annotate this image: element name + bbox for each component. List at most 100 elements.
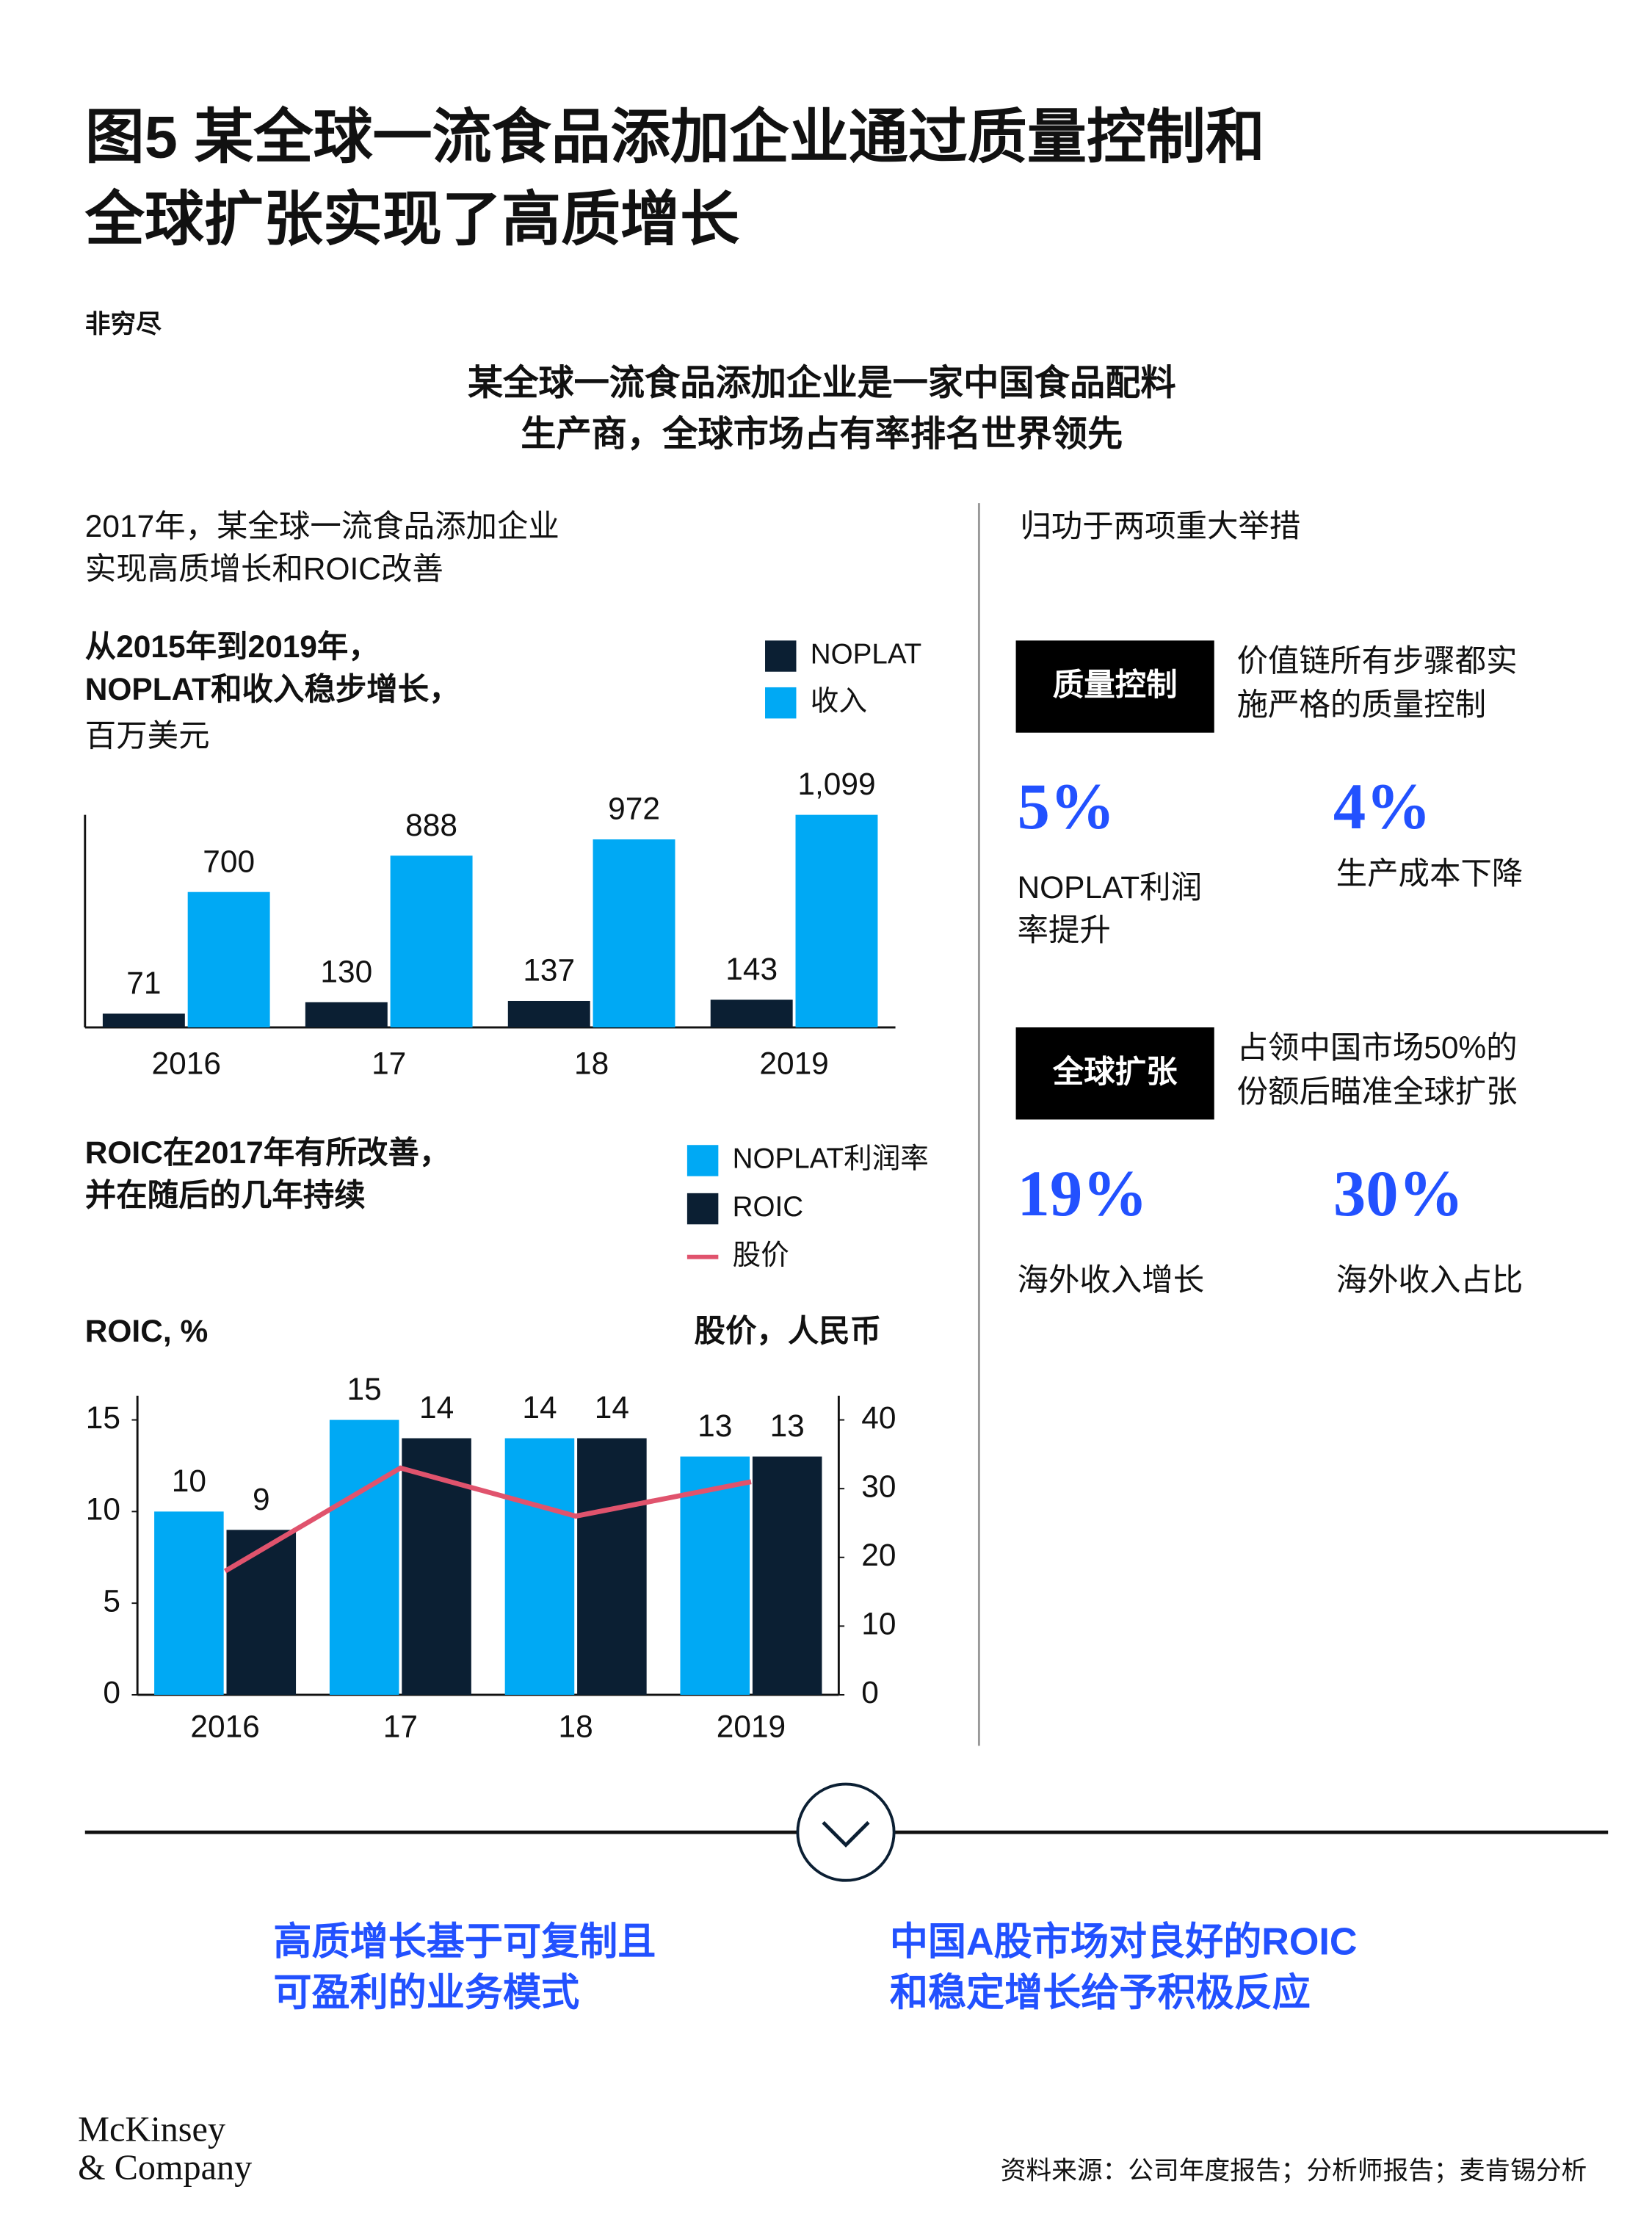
y2-tick-label: 30: [861, 1469, 896, 1503]
data-label: 13: [698, 1408, 732, 1443]
bar: [680, 1456, 750, 1695]
data-label: 14: [595, 1390, 629, 1425]
conclusion: 中国A股市场对良好的ROIC: [890, 1920, 1358, 1963]
stat-value: 30%: [1333, 1158, 1464, 1230]
data-label: 15: [347, 1372, 382, 1406]
bar: [102, 1013, 185, 1028]
data-label: 14: [419, 1390, 454, 1425]
x-tick-label: 18: [559, 1709, 593, 1743]
legend-swatch: [686, 1193, 719, 1225]
headline: 某全球一流食品添加企业是一家中国食品配料: [468, 363, 1176, 403]
data-label: 9: [253, 1482, 270, 1516]
y-axis-label: ROIC, %: [85, 1314, 208, 1348]
data-label: 14: [522, 1390, 557, 1425]
tag: 全球扩张: [1052, 1055, 1178, 1089]
tag-box: [1015, 640, 1214, 733]
line: [223, 1465, 752, 1574]
bar: [329, 1419, 399, 1695]
chart-title: 并在随后的几年持续: [85, 1178, 366, 1212]
legend-label: NOPLAT利润率: [733, 1143, 929, 1175]
legend-swatch: [765, 687, 797, 719]
chart-title: NOPLAT和收入稳步增长，: [85, 672, 460, 706]
stat-label: 海外收入占比: [1336, 1263, 1524, 1298]
conclusion: 和稳定增长给予积极反应: [890, 1972, 1311, 2014]
x-tick-label: 2019: [717, 1709, 786, 1743]
data-label: 700: [203, 844, 255, 878]
tag-desc: 价值链所有步骤都实: [1237, 643, 1518, 678]
data-label: 888: [405, 808, 457, 842]
source: 资料来源：公司年度报告；分析师报告；麦肯锡分析: [1001, 2156, 1587, 2185]
x-tick-label: 17: [383, 1709, 418, 1743]
stat-label: 率提升: [1018, 913, 1111, 947]
note: 非穷尽: [85, 310, 162, 339]
bar: [305, 1002, 388, 1028]
tag: 质量控制: [1053, 668, 1178, 702]
bar: [154, 1511, 224, 1695]
y2-axis-label: 股价，人民币: [695, 1314, 882, 1348]
y-tick-label: 0: [103, 1675, 120, 1710]
right-heading: 归功于两项重大举措: [1020, 509, 1300, 543]
stat-label: 生产成本下降: [1336, 856, 1524, 891]
bar: [402, 1438, 471, 1695]
y-tick-label: 5: [103, 1583, 120, 1618]
y-tick-label: 15: [86, 1400, 120, 1435]
legend-swatch: [686, 1145, 719, 1176]
data-label: 972: [608, 792, 660, 826]
intro: 2017年，某全球一流食品添加企业: [85, 509, 559, 543]
stat-label: 海外收入增长: [1018, 1263, 1205, 1298]
bar: [226, 1530, 297, 1695]
x-tick-label: 18: [574, 1046, 609, 1080]
headline: 生产商，全球市场占有率排名世界领先: [521, 414, 1123, 454]
data-label: 71: [126, 966, 161, 1000]
tag-desc: 份额后瞄准全球扩张: [1237, 1074, 1518, 1109]
chart-title: 从2015年到2019年，: [85, 629, 380, 664]
logo: McKinsey: [78, 2110, 225, 2149]
logo: & Company: [78, 2148, 252, 2187]
y-tick-label: 10: [86, 1492, 120, 1527]
y2-tick-label: 40: [861, 1400, 896, 1435]
chevron-circle: [796, 1782, 896, 1882]
conclusion: 高质增长基于可复制且: [273, 1920, 656, 1963]
chart-subtitle: 百万美元: [85, 719, 210, 753]
tag-box: [1015, 1027, 1214, 1120]
bar: [752, 1456, 822, 1695]
legend-label: 股价: [733, 1240, 789, 1271]
bar: [504, 1438, 575, 1695]
x-tick-label: 17: [372, 1046, 406, 1080]
data-label: 143: [725, 952, 778, 986]
title: 图5 某全球一流食品添加企业通过质量控制和: [85, 104, 1265, 170]
x-tick-label: 2019: [759, 1046, 828, 1080]
data-label: 10: [172, 1464, 206, 1498]
bar: [593, 839, 675, 1028]
legend-label: NOPLAT: [811, 639, 922, 670]
tag-desc: 施严格的质量控制: [1237, 687, 1487, 722]
bar: [710, 999, 793, 1028]
chevron: [822, 1820, 870, 1848]
x-tick-label: 2016: [190, 1709, 259, 1743]
legend-label: 收入: [811, 685, 867, 717]
y2-tick-label: 10: [861, 1607, 896, 1641]
data-label: 137: [523, 953, 575, 988]
data-label: 13: [770, 1408, 805, 1443]
stat-value: 19%: [1018, 1158, 1148, 1230]
tag-desc: 占领中国市场50%的: [1237, 1030, 1518, 1065]
legend-swatch: [765, 640, 797, 672]
stat-value: 5%: [1018, 771, 1115, 843]
bar: [507, 1000, 590, 1028]
bar: [390, 856, 473, 1028]
chart-title: ROIC在2017年有所改善，: [85, 1135, 451, 1170]
y2-tick-label: 20: [861, 1538, 896, 1572]
bar: [187, 891, 270, 1028]
bar: [795, 814, 878, 1028]
stat-value: 4%: [1333, 771, 1431, 843]
y2-tick-label: 0: [861, 1675, 879, 1710]
legend-label: ROIC: [733, 1191, 803, 1223]
conclusion: 可盈利的业务模式: [273, 1972, 579, 2014]
stat-label: NOPLAT利润: [1018, 870, 1203, 905]
intro: 实现高质增长和ROIC改善: [85, 551, 443, 586]
data-label: 130: [320, 954, 372, 988]
title: 全球扩张实现了高质增长: [84, 187, 739, 253]
data-label: 1,099: [797, 767, 875, 801]
bar: [577, 1438, 647, 1695]
